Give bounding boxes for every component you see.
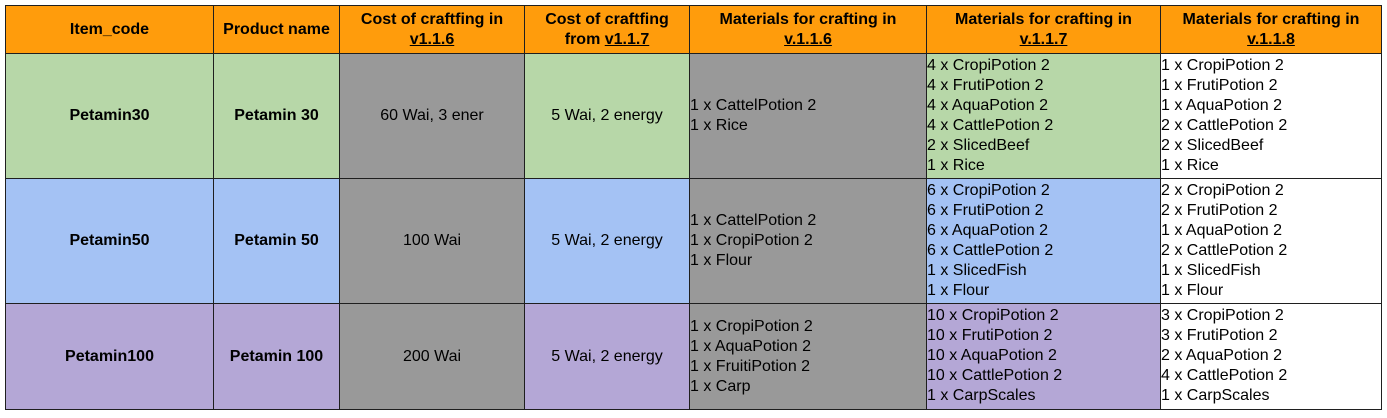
material-item: 1 x Flour [1161, 282, 1224, 299]
product-name-cell[interactable]: Petamin 30 [213, 53, 340, 179]
material-item: 1 x AquaPotion 2 [1161, 222, 1282, 239]
crafting-table: Item_code Product name Cost of craftfing… [5, 5, 1382, 410]
material-item: 10 x FrutiPotion 2 [927, 327, 1053, 344]
table-row-petamin30: Petamin30 Petamin 30 60 Wai, 3 ener 5 Wa… [5, 53, 1382, 179]
material-item: 1 x CattelPotion 2 [690, 212, 817, 229]
header-cost-v117-prefix: from [564, 30, 605, 48]
material-item: 1 x AquaPotion 2 [690, 337, 811, 355]
materials-v118-cell[interactable]: 3 x CropiPotion 2 3 x FrutiPotion 2 2 x … [1160, 303, 1382, 410]
header-materials-v117-line1: Materials for crafting in [955, 10, 1132, 28]
cost-v117-cell[interactable]: 5 Wai, 2 energy [524, 178, 690, 304]
item-code-cell[interactable]: Petamin100 [5, 303, 214, 410]
header-product-name[interactable]: Product name [213, 5, 340, 54]
material-item: 2 x CattlePotion 2 [1161, 117, 1288, 134]
material-item: 6 x CropiPotion 2 [927, 182, 1050, 199]
material-item: 4 x AquaPotion 2 [927, 97, 1048, 114]
material-item: 4 x CropiPotion 2 [927, 57, 1050, 74]
header-materials-v118[interactable]: Materials for crafting in v.1.1.8 [1160, 5, 1382, 54]
material-item: 10 x AquaPotion 2 [927, 347, 1057, 364]
header-cost-v116-line1: Cost of craftfing in [360, 10, 504, 28]
materials-v118-cell[interactable]: 2 x CropiPotion 2 2 x FrutiPotion 2 1 x … [1160, 178, 1382, 304]
material-item: 4 x FrutiPotion 2 [927, 77, 1044, 94]
header-cost-v117-version: v1.1.7 [604, 30, 650, 48]
material-item: 2 x FrutiPotion 2 [1161, 202, 1278, 219]
material-item: 2 x CattlePotion 2 [1161, 242, 1288, 259]
table-row-petamin100: Petamin100 Petamin 100 200 Wai 5 Wai, 2 … [5, 303, 1382, 410]
material-item: 1 x Flour [690, 252, 753, 269]
header-materials-v117[interactable]: Materials for crafting in v.1.1.7 [926, 5, 1161, 54]
material-item: 2 x CropiPotion 2 [1161, 182, 1284, 199]
material-item: 3 x FrutiPotion 2 [1161, 327, 1278, 344]
header-materials-v116-version: v.1.1.6 [784, 30, 832, 48]
materials-v116-cell[interactable]: 1 x CattelPotion 2 1 x CropiPotion 2 1 x… [689, 178, 927, 304]
material-item: 1 x CarpScales [1161, 387, 1270, 404]
header-cost-v116-version: v1.1.6 [409, 30, 455, 48]
material-item: 4 x CattlePotion 2 [927, 117, 1054, 134]
material-item: 6 x FrutiPotion 2 [927, 202, 1044, 219]
header-row: Item_code Product name Cost of craftfing… [5, 5, 1382, 54]
header-cost-v116[interactable]: Cost of craftfing in v1.1.6 [339, 5, 525, 54]
cost-v116-cell[interactable]: 60 Wai, 3 ener [339, 53, 525, 179]
cost-v116-cell[interactable]: 100 Wai [339, 178, 525, 304]
material-item: 6 x AquaPotion 2 [927, 222, 1048, 239]
table-row-petamin50: Petamin50 Petamin 50 100 Wai 5 Wai, 2 en… [5, 178, 1382, 304]
material-item: 1 x Rice [1161, 157, 1219, 174]
material-item: 1 x Carp [690, 377, 751, 395]
item-code-cell[interactable]: Petamin30 [5, 53, 214, 179]
material-item: 1 x CropiPotion 2 [690, 232, 813, 249]
header-materials-v116[interactable]: Materials for crafting in v.1.1.6 [689, 5, 927, 54]
material-item: 4 x CattlePotion 2 [1161, 367, 1288, 384]
cost-v117-cell[interactable]: 5 Wai, 2 energy [524, 303, 690, 410]
product-name-cell[interactable]: Petamin 50 [213, 178, 340, 304]
materials-v117-cell[interactable]: 10 x CropiPotion 2 10 x FrutiPotion 2 10… [926, 303, 1161, 410]
item-code-cell[interactable]: Petamin50 [5, 178, 214, 304]
material-item: 1 x SlicedFish [927, 262, 1027, 279]
materials-v118-cell[interactable]: 1 x CropiPotion 2 1 x FrutiPotion 2 1 x … [1160, 53, 1382, 179]
materials-v116-cell[interactable]: 1 x CattelPotion 2 1 x Rice [689, 53, 927, 179]
header-item-code[interactable]: Item_code [5, 5, 214, 54]
product-name-cell[interactable]: Petamin 100 [213, 303, 340, 410]
header-materials-v118-line1: Materials for crafting in [1182, 10, 1360, 28]
material-item: 2 x SlicedBeef [1161, 137, 1264, 154]
material-item: 2 x AquaPotion 2 [1161, 347, 1282, 364]
material-item: 1 x FrutiPotion 2 [1161, 77, 1278, 94]
material-item: 1 x SlicedFish [1161, 262, 1261, 279]
material-item: 1 x Rice [927, 157, 985, 174]
material-item: 1 x CarpScales [927, 387, 1036, 404]
materials-v117-cell[interactable]: 6 x CropiPotion 2 6 x FrutiPotion 2 6 x … [926, 178, 1161, 304]
material-item: 1 x AquaPotion 2 [1161, 97, 1282, 114]
materials-v116-cell[interactable]: 1 x CropiPotion 2 1 x AquaPotion 2 1 x F… [689, 303, 927, 410]
material-item: 10 x CattlePotion 2 [927, 367, 1063, 384]
material-item: 1 x FruitiPotion 2 [690, 357, 811, 375]
cost-v116-cell[interactable]: 200 Wai [339, 303, 525, 410]
material-item: 1 x Rice [690, 117, 748, 134]
materials-v117-cell[interactable]: 4 x CropiPotion 2 4 x FrutiPotion 2 4 x … [926, 53, 1161, 179]
header-materials-v116-line1: Materials for crafting in [719, 10, 897, 28]
material-item: 2 x SlicedBeef [927, 137, 1030, 154]
header-cost-v117[interactable]: Cost of craftfing from v1.1.7 [524, 5, 690, 54]
material-item: 3 x CropiPotion 2 [1161, 307, 1284, 324]
header-materials-v117-version: v.1.1.7 [1019, 30, 1068, 48]
header-cost-v117-line1: Cost of craftfing [545, 10, 669, 28]
material-item: 6 x CattlePotion 2 [927, 242, 1054, 259]
material-item: 1 x Flour [927, 282, 990, 299]
material-item: 10 x CropiPotion 2 [927, 307, 1059, 324]
header-materials-v118-version: v.1.1.8 [1247, 30, 1295, 48]
material-item: 1 x CropiPotion 2 [1161, 57, 1284, 74]
cost-v117-cell[interactable]: 5 Wai, 2 energy [524, 53, 690, 179]
material-item: 1 x CropiPotion 2 [690, 317, 813, 335]
material-item: 1 x CattelPotion 2 [690, 97, 817, 114]
